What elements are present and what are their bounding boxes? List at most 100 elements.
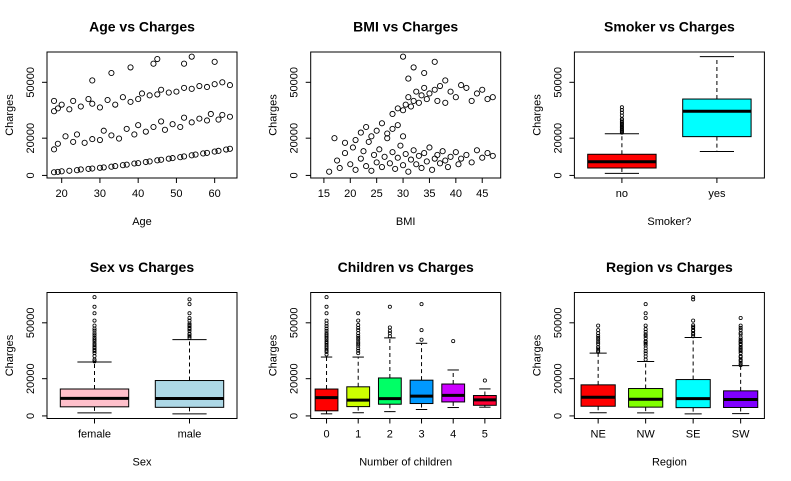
outlier xyxy=(643,315,648,320)
point xyxy=(181,114,188,121)
y-tick-label: 50000 xyxy=(552,67,564,98)
y-tick-label: 20000 xyxy=(25,123,37,154)
point xyxy=(89,100,96,107)
point xyxy=(431,86,438,93)
point xyxy=(421,69,428,77)
point xyxy=(331,135,338,142)
point xyxy=(89,136,96,143)
point xyxy=(219,79,226,86)
x-tick-label: NW xyxy=(636,428,655,440)
point xyxy=(479,86,486,93)
point xyxy=(62,133,69,140)
point xyxy=(423,96,430,103)
point xyxy=(421,84,428,91)
point xyxy=(384,130,391,137)
point xyxy=(215,147,222,154)
point xyxy=(347,161,354,168)
box xyxy=(580,384,616,407)
point xyxy=(468,97,475,104)
outlier xyxy=(92,318,97,323)
y-axis-label: Charges xyxy=(4,94,16,136)
point xyxy=(442,157,449,164)
point xyxy=(150,123,157,131)
point xyxy=(89,165,96,172)
point xyxy=(161,126,168,133)
point xyxy=(203,117,211,124)
x-tick-label: 15 xyxy=(318,188,330,200)
point xyxy=(434,151,441,158)
outlier xyxy=(619,124,624,129)
point xyxy=(363,123,370,131)
point xyxy=(334,157,341,164)
point xyxy=(400,107,407,114)
point xyxy=(405,94,412,101)
point xyxy=(447,153,454,160)
point xyxy=(54,105,61,112)
point xyxy=(211,148,218,155)
point xyxy=(215,116,222,123)
point xyxy=(400,53,407,60)
point xyxy=(66,167,73,174)
outlier xyxy=(92,341,97,346)
outlier xyxy=(92,347,97,352)
point xyxy=(439,148,446,155)
point xyxy=(165,89,172,96)
outlier xyxy=(738,349,743,354)
outlier xyxy=(356,333,361,338)
point xyxy=(96,164,103,171)
x-tick-label: 35 xyxy=(423,188,435,200)
outlier xyxy=(738,341,743,346)
point xyxy=(392,165,399,172)
y-tick-label: 20000 xyxy=(552,123,564,154)
outlier xyxy=(643,351,648,356)
point xyxy=(484,96,491,103)
y-tick-label: 0 xyxy=(25,413,37,419)
x-tick-label: 2 xyxy=(387,428,393,440)
point xyxy=(73,167,81,174)
point xyxy=(370,151,378,158)
point xyxy=(378,163,386,171)
point xyxy=(138,90,146,97)
point xyxy=(89,77,96,84)
point xyxy=(386,160,393,167)
outlier xyxy=(643,332,648,337)
outlier xyxy=(451,339,456,344)
point xyxy=(473,147,481,154)
point xyxy=(112,101,119,108)
point xyxy=(112,163,119,170)
point xyxy=(458,82,465,89)
point xyxy=(473,90,481,97)
point xyxy=(188,119,195,126)
point xyxy=(50,169,58,176)
outlier xyxy=(356,311,361,316)
box xyxy=(154,380,225,408)
outlier xyxy=(324,348,329,353)
y-axis-label: Charges xyxy=(268,334,280,376)
outlier xyxy=(324,318,329,323)
outlier xyxy=(643,323,648,328)
point xyxy=(423,158,430,165)
point xyxy=(405,75,412,82)
x-tick-label: 30 xyxy=(94,188,106,200)
point xyxy=(100,127,107,134)
x-tick-label: 50 xyxy=(170,188,182,200)
outlier xyxy=(187,318,192,323)
x-tick-label: yes xyxy=(708,188,726,200)
point xyxy=(177,154,184,161)
outlier xyxy=(643,346,648,351)
outlier xyxy=(643,311,648,316)
point xyxy=(142,158,149,166)
x-axis-label: Age xyxy=(132,216,152,228)
point xyxy=(150,60,157,67)
point xyxy=(400,133,407,140)
outlier xyxy=(738,346,743,351)
outlier xyxy=(92,359,97,364)
point xyxy=(415,99,422,106)
y-tick-label: 20000 xyxy=(289,363,301,394)
point xyxy=(50,97,58,104)
point xyxy=(123,161,130,168)
point xyxy=(127,98,134,105)
point xyxy=(436,82,444,90)
point xyxy=(415,152,422,159)
point xyxy=(378,120,386,127)
